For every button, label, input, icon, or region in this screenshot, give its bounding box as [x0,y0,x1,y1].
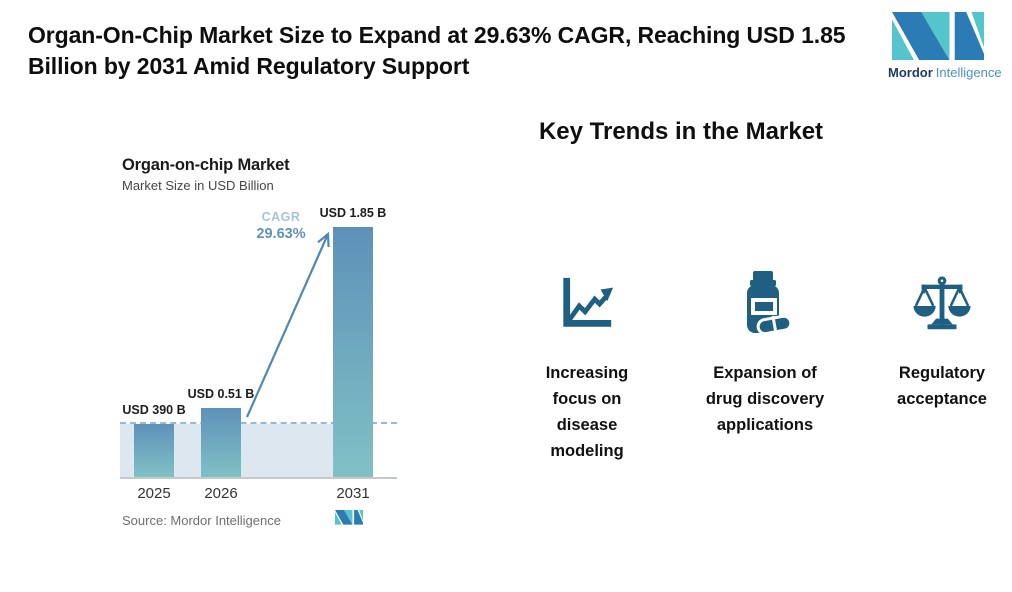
cagr-label: CAGR [261,210,301,224]
pill-bottle-icon [738,270,792,336]
bar-2025 [134,424,174,477]
growth-chart-icon [558,270,616,336]
market-chart: Organ-on-chip Market Market Size in USD … [100,150,430,550]
baseline-dashed-line [120,422,397,424]
bar-2026 [201,408,241,477]
x-axis-line [120,477,397,479]
mordor-intelligence-logo-icon [892,12,984,61]
bar-2031 [333,227,373,477]
cagr-value: 29.63% [256,226,306,242]
trend-label: Regulatory acceptance [897,364,987,408]
trend-label: Increasing focus on disease modeling [545,364,629,460]
brand-logo: Mordor Intelligence [888,12,1002,81]
chart-title: Organ-on-chip Market [122,156,290,174]
brand-name-light: Intelligence [935,65,1002,81]
brand-name-bold: Mordor [888,65,933,81]
mini-logo-icon [335,510,363,525]
year-label-2026: 2026 [204,485,238,502]
value-label-2026: USD 0.51 B [187,387,255,401]
trend-label: Expansion of drug discovery applications [705,364,825,434]
chart-plot-area: USD 390 B USD 0.51 B USD 1.85 B 2025 202… [100,150,430,550]
source-note: Source: Mordor Intelligence [122,513,281,528]
trend-item-regulatory-acceptance: Regulatory acceptance [852,270,1012,412]
year-label-2025: 2025 [137,485,171,502]
brand-wordmark: Mordor Intelligence [888,65,1002,81]
balance-scale-icon [911,270,973,336]
chart-subtitle: Market Size in USD Billion [122,178,274,193]
value-label-2031: USD 1.85 B [319,206,387,220]
trend-item-disease-modeling: Increasing focus on disease modeling [497,270,677,464]
trends-heading: Key Trends in the Market [538,118,824,145]
year-label-2031: 2031 [336,485,370,502]
trend-item-drug-discovery: Expansion of drug discovery applications [675,270,855,438]
value-label-2025: USD 390 B [122,403,186,417]
page-title: Organ-On-Chip Market Size to Expand at 2… [28,22,846,79]
